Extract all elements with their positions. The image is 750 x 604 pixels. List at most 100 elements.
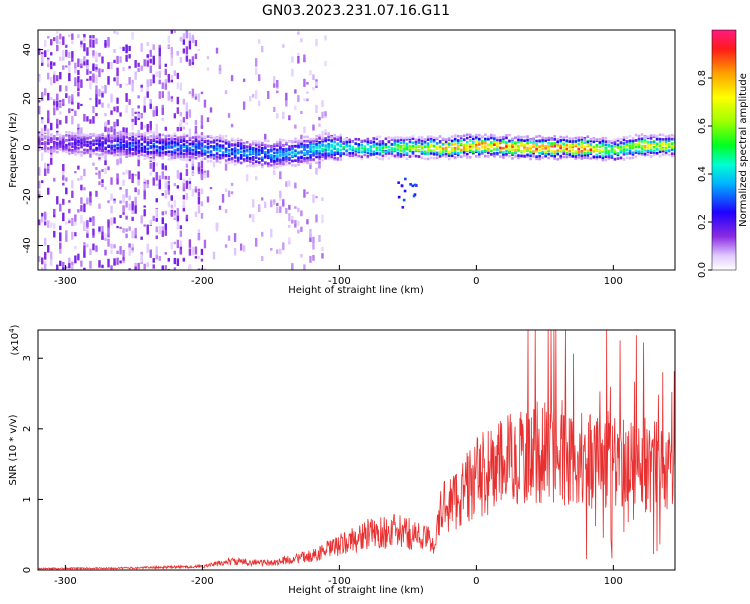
- heatmap-cell: [59, 148, 62, 151]
- heatmap-cell: [188, 142, 192, 146]
- heatmap-cell: [191, 158, 195, 161]
- heatmap-cell: [125, 136, 128, 139]
- heatmap-cell: [86, 116, 89, 122]
- heatmap-cell: [487, 143, 490, 147]
- heatmap-cell: [417, 155, 421, 158]
- heatmap-cell: [258, 204, 261, 213]
- heatmap-cell: [143, 190, 146, 200]
- heatmap-cell: [122, 67, 125, 72]
- heatmap-cell: [74, 62, 77, 69]
- heatmap-cell: [484, 145, 487, 148]
- colorbar-tick-label: 0.8: [697, 70, 708, 86]
- heatmap-cell: [62, 98, 65, 106]
- heatmap-cell: [453, 139, 457, 143]
- heatmap-cell: [577, 144, 581, 147]
- heatmap-cell: [206, 170, 210, 178]
- heatmap-cell: [432, 136, 436, 139]
- heatmap-cell: [607, 145, 611, 148]
- heatmap-cell: [673, 141, 675, 144]
- heatmap-cell: [206, 139, 210, 143]
- heatmap-cell: [191, 136, 195, 139]
- heatmap-cell: [227, 152, 231, 156]
- heatmap-cell: [414, 149, 418, 153]
- heatmap-cell: [143, 205, 146, 208]
- heatmap-cell: [110, 195, 113, 199]
- heatmap-cell: [496, 143, 499, 147]
- heatmap-cell: [413, 183, 417, 187]
- heatmap-cell: [339, 158, 342, 161]
- heatmap-cell: [83, 151, 86, 155]
- heatmap-cell: [200, 91, 204, 95]
- heatmap-cell: [248, 151, 252, 155]
- heatmap-cell: [273, 147, 276, 151]
- heatmap-cell: [98, 143, 101, 146]
- heatmap-cell: [432, 152, 436, 156]
- heatmap-cell: [203, 150, 207, 153]
- heatmap-cell: [110, 134, 113, 138]
- heatmap-cell: [444, 142, 448, 145]
- heatmap-cell: [188, 269, 192, 270]
- heatmap-cell: [113, 258, 116, 266]
- heatmap-cell: [254, 90, 258, 99]
- heatmap-cell: [173, 141, 177, 144]
- heatmap-cell: [426, 144, 430, 148]
- heatmap-cell: [459, 148, 463, 152]
- heatmap-cell: [273, 75, 276, 85]
- heatmap-cell: [218, 144, 222, 147]
- heatmap-cell: [342, 147, 345, 151]
- snr-y-label: SNR (10 * v/v): [8, 414, 19, 485]
- heatmap-cell: [110, 142, 113, 147]
- heatmap-cell: [50, 122, 53, 131]
- heatmap-cell: [104, 233, 107, 240]
- heatmap-cell: [110, 126, 113, 133]
- heatmap-cell: [101, 142, 104, 151]
- heatmap-cell: [541, 144, 544, 147]
- heatmap-cell: [212, 145, 216, 148]
- heatmap-cell: [188, 138, 192, 142]
- heatmap-cell: [538, 151, 541, 155]
- heatmap-cell: [125, 127, 128, 136]
- heatmap-cell: [38, 219, 41, 226]
- heatmap-cell: [137, 139, 141, 143]
- heatmap-cell: [306, 145, 309, 149]
- heatmap-cell: [363, 153, 367, 157]
- heatmap-cell: [655, 148, 659, 151]
- heatmap-cell: [128, 99, 131, 105]
- heatmap-cell: [188, 183, 192, 191]
- heatmap-cell: [182, 33, 186, 40]
- heatmap-cell: [435, 156, 439, 160]
- heatmap-cell: [276, 207, 279, 214]
- heatmap-cell: [92, 149, 95, 152]
- heatmap-cell: [538, 139, 541, 143]
- heatmap-cell: [230, 123, 234, 128]
- heatmap-cell: [44, 221, 47, 226]
- heatmap-cell: [197, 268, 201, 270]
- heatmap-cell: [248, 164, 252, 167]
- heatmap-cell: [408, 149, 412, 153]
- heatmap-cell: [182, 98, 186, 105]
- heatmap-cell: [59, 260, 62, 267]
- heatmap-cell: [179, 36, 183, 42]
- heatmap-cell: [194, 256, 198, 259]
- heatmap-cell: [107, 119, 110, 125]
- heatmap-cell: [348, 144, 352, 148]
- heatmap-cell: [634, 151, 638, 154]
- heatmap-cell: [188, 128, 192, 138]
- heatmap-cell: [330, 156, 333, 160]
- heatmap-cell: [321, 197, 324, 201]
- heatmap-cell: [270, 148, 273, 152]
- heatmap-cell: [95, 142, 98, 146]
- heatmap-cell: [62, 182, 65, 186]
- heatmap-cell: [297, 141, 300, 145]
- heatmap-cell: [239, 161, 243, 165]
- heatmap-cell: [77, 80, 80, 90]
- heatmap-cell: [98, 52, 101, 57]
- heatmap-cell: [300, 38, 303, 43]
- heatmap-cell: [86, 137, 89, 140]
- heatmap-cell: [429, 143, 433, 147]
- heatmap-cell: [643, 145, 647, 148]
- heatmap-cell: [86, 243, 89, 248]
- heatmap-cell: [77, 91, 80, 97]
- heatmap-cell: [279, 151, 282, 154]
- heatmap-cell: [185, 144, 189, 148]
